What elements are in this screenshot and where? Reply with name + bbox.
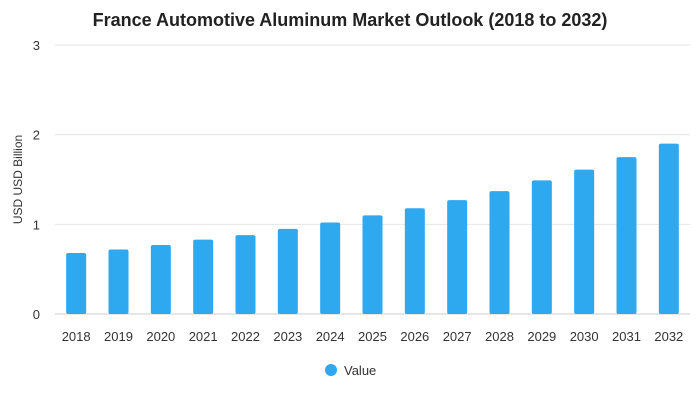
x-tick-label: 2026	[400, 329, 429, 344]
legend-swatch	[325, 364, 337, 376]
x-tick-label: 2021	[189, 329, 218, 344]
bar	[531, 180, 552, 314]
bars	[66, 143, 679, 314]
x-tick-label: 2027	[443, 329, 472, 344]
y-tick-label: 1	[33, 217, 40, 232]
y-tick-label: 3	[33, 38, 40, 53]
x-tick-label: 2023	[273, 329, 302, 344]
x-tick-label: 2018	[62, 329, 91, 344]
x-axis-ticks: 2018 2019 2020 2021 2022 2023 2024 2025 2026 2027…	[62, 329, 684, 344]
bar	[447, 200, 468, 314]
x-tick-label: 2022	[231, 329, 260, 344]
bar	[66, 253, 87, 314]
chart-title: France Automotive Aluminum Market Outloo…	[93, 10, 608, 30]
x-tick-label: 2028	[485, 329, 514, 344]
x-tick-label: 2032	[654, 329, 683, 344]
x-tick-label: 2029	[527, 329, 556, 344]
bar	[108, 249, 129, 314]
x-tick-label: 2025	[358, 329, 387, 344]
bar	[193, 239, 214, 314]
bar	[277, 228, 298, 314]
bar	[658, 143, 679, 314]
bar	[574, 169, 595, 314]
legend-label: Value	[344, 363, 376, 378]
bar	[150, 244, 171, 314]
bar	[489, 191, 510, 314]
bar	[362, 215, 383, 314]
bar	[320, 222, 341, 314]
bar	[616, 157, 637, 314]
x-tick-label: 2020	[146, 329, 175, 344]
x-tick-label: 2024	[316, 329, 345, 344]
y-axis-ticks: 0 1 2 3	[33, 38, 40, 322]
x-tick-label: 2031	[612, 329, 641, 344]
x-tick-label: 2030	[570, 329, 599, 344]
bar	[235, 235, 256, 314]
y-axis-label: USD USD Billion	[11, 135, 25, 224]
bar	[404, 208, 425, 314]
y-tick-label: 0	[33, 307, 40, 322]
legend[interactable]: Value	[325, 363, 376, 378]
x-tick-label: 2019	[104, 329, 133, 344]
y-tick-label: 2	[33, 128, 40, 143]
